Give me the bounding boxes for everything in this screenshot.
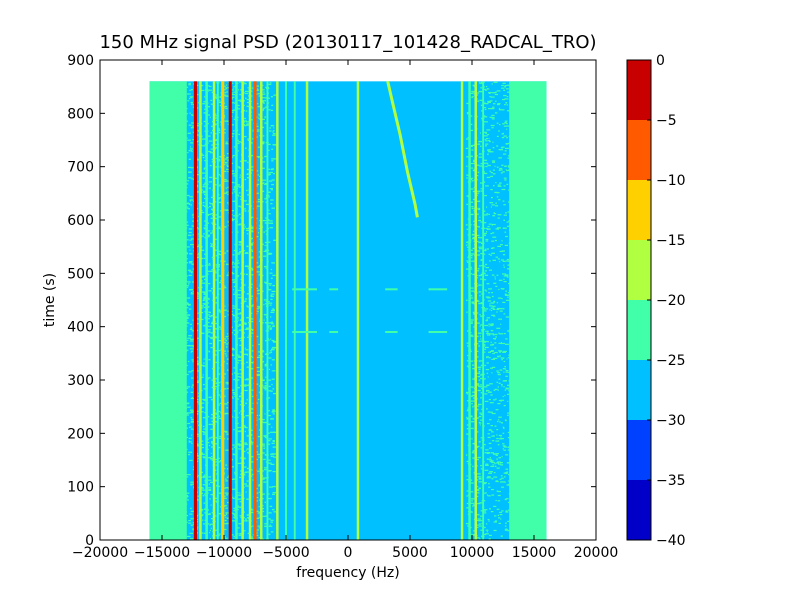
x-tick-label-4: 0 — [344, 545, 353, 561]
x-tick-label-1: −15000 — [134, 545, 190, 561]
x-tick-label-3: −5000 — [262, 545, 309, 561]
spectral-line-16 — [305, 81, 309, 540]
colorbar-band-0 — [627, 480, 651, 540]
y-tick-label-4: 400 — [67, 320, 94, 336]
horizontal-segment-1-1 — [329, 331, 339, 333]
spectral-line-12 — [266, 81, 269, 540]
plot-area: −20000 −15000 −10000 −5000 0 5000 10000 15000 20… — [67, 53, 618, 561]
spectral-line-19 — [468, 81, 471, 540]
y-tick-label-3: 300 — [67, 373, 94, 389]
colorbar-band-4 — [627, 240, 651, 300]
spectral-line-17 — [356, 81, 360, 540]
horizontal-segment-1-3 — [428, 331, 448, 333]
colorbar-band-3 — [627, 300, 651, 360]
spectral-line-6 — [228, 81, 232, 540]
x-axis-label: frequency (Hz) — [296, 565, 399, 581]
colorbar-band-6 — [627, 120, 651, 180]
chart-title: 150 MHz signal PSD (20130117_101428_RADC… — [99, 32, 596, 53]
spectral-line-14 — [285, 81, 287, 540]
colorbar-band-1 — [627, 420, 651, 480]
x-tick-label-7: 15000 — [512, 545, 557, 561]
spectral-line-13 — [276, 81, 279, 540]
colorbar-tick-label-8: 0 — [656, 53, 665, 69]
spectral-line-20 — [474, 81, 477, 540]
colorbar-tick-label-5: −15 — [656, 233, 686, 249]
horizontal-segment-0-2 — [385, 288, 398, 291]
spectral-line-18 — [460, 81, 464, 540]
horizontal-segment-1-0 — [292, 331, 317, 333]
colorbar-tick-label-3: −25 — [656, 353, 686, 369]
y-tick-label-7: 700 — [67, 160, 94, 176]
y-tick-label-5: 500 — [67, 266, 94, 282]
spectral-line-9 — [248, 81, 252, 540]
horizontal-segment-0-3 — [428, 288, 448, 291]
y-tick-label-6: 600 — [67, 213, 94, 229]
colorbar-tick-label-7: −5 — [656, 113, 677, 129]
spectral-line-2 — [205, 81, 208, 540]
spectral-line-3 — [212, 81, 216, 540]
x-tick-label-5: 5000 — [392, 545, 428, 561]
colorbar-tick-label-2: −30 — [656, 413, 686, 429]
colorbar-ticks: −40 −35 −30 −25 −20 −15 −10 −5 0 — [647, 53, 686, 549]
colorbar-bands — [627, 60, 651, 540]
horizontal-segment-0-0 — [292, 288, 317, 291]
spectral-line-4 — [216, 81, 219, 540]
x-axis: −20000 −15000 −10000 −5000 0 5000 10000 15000 20… — [72, 60, 618, 561]
colorbar: −40 −35 −30 −25 −20 −15 −10 −5 0 — [626, 53, 686, 549]
spectral-line-1 — [199, 81, 202, 540]
colorbar-band-7 — [627, 60, 651, 120]
x-tick-label-8: 20000 — [574, 545, 619, 561]
x-tick-label-0: −20000 — [72, 545, 128, 561]
y-axis-label: time (s) — [42, 273, 58, 327]
colorbar-tick-label-6: −10 — [656, 173, 686, 189]
y-axis: 0 100 200 300 400 500 600 700 800 900 — [67, 53, 596, 549]
spectral-line-10 — [253, 81, 257, 540]
spectral-line-11 — [260, 81, 263, 540]
y-tick-label-8: 800 — [67, 106, 94, 122]
spectral-line-15 — [293, 81, 296, 540]
x-tick-label-6: 10000 — [450, 545, 495, 561]
colorbar-tick-label-4: −20 — [656, 293, 686, 309]
drifting-tone-curve — [386, 80, 419, 218]
y-tick-label-9: 900 — [67, 53, 94, 69]
y-tick-label-0: 0 — [85, 533, 94, 549]
colorbar-tick-label-0: −40 — [656, 533, 686, 549]
colorbar-band-5 — [627, 180, 651, 240]
edge-band-0 — [149, 81, 187, 540]
spectral-line-8 — [241, 81, 244, 540]
y-tick-label-1: 100 — [67, 480, 94, 496]
horizontal-segment-0-1 — [329, 288, 339, 291]
y-tick-label-2: 200 — [67, 426, 94, 442]
x-tick-label-2: −10000 — [196, 545, 252, 561]
heatmap-layer — [149, 80, 547, 540]
horizontal-segment-1-2 — [385, 331, 398, 333]
colorbar-tick-label-1: −35 — [656, 473, 686, 489]
heatmap-background — [149, 81, 547, 540]
spectral-line-0 — [193, 81, 197, 540]
spectral-line-7 — [235, 81, 238, 540]
spectral-line-21 — [482, 81, 485, 540]
colorbar-band-2 — [627, 360, 651, 420]
edge-band-1 — [509, 81, 547, 540]
spectral-line-5 — [221, 81, 225, 540]
